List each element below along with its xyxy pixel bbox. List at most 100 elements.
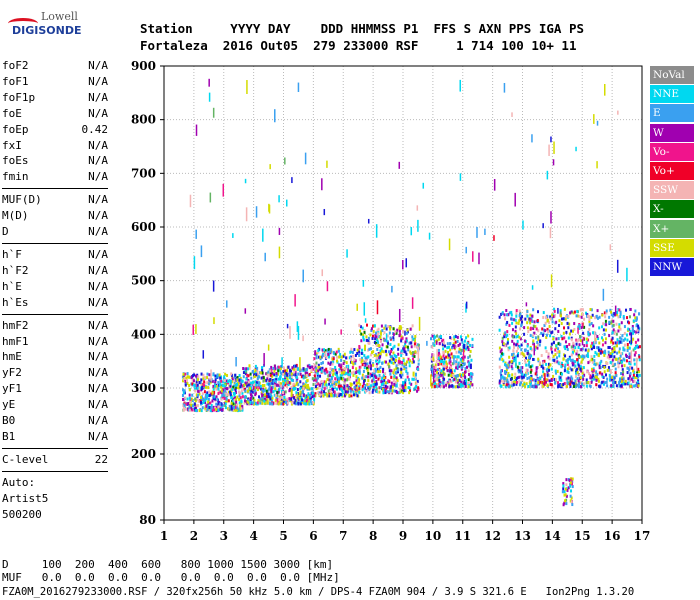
echo-point <box>526 314 529 318</box>
echo-point <box>637 382 640 386</box>
echo-point <box>326 393 329 397</box>
echo-point <box>302 383 305 387</box>
echo-point <box>371 372 374 376</box>
echo-point <box>511 367 514 371</box>
echo-point <box>238 401 241 405</box>
echo-point <box>199 381 202 385</box>
echo-point <box>620 372 623 376</box>
echo-point <box>251 401 254 405</box>
echo-point <box>570 500 573 504</box>
echo-point <box>545 333 548 337</box>
echo-point <box>461 384 464 388</box>
echo-point <box>224 372 227 376</box>
echo-point <box>298 396 301 400</box>
echo-point <box>600 325 603 329</box>
echo-point <box>235 398 238 402</box>
noise-streak <box>212 107 215 118</box>
echo-point <box>341 373 344 377</box>
echo-point <box>449 356 452 360</box>
echo-point <box>571 503 574 507</box>
echo-point <box>272 390 275 394</box>
x-tick-label: 10 <box>425 529 442 543</box>
echo-point <box>452 385 455 389</box>
echo-point <box>230 403 233 407</box>
noise-streak <box>278 246 281 259</box>
echo-point <box>637 379 640 383</box>
noise-streak <box>459 79 461 92</box>
echo-point <box>454 335 457 339</box>
echo-point <box>607 350 610 354</box>
echo-point <box>416 343 419 347</box>
echo-point <box>593 345 596 349</box>
echo-point <box>238 383 241 387</box>
echo-point <box>512 349 515 353</box>
echo-point <box>270 398 273 402</box>
echo-point <box>468 384 471 388</box>
echo-point <box>313 363 316 367</box>
echo-point <box>246 373 249 377</box>
echo-point <box>224 406 227 410</box>
echo-point <box>354 353 357 357</box>
echo-point <box>407 378 410 382</box>
echo-point <box>330 361 333 365</box>
echo-point <box>292 382 295 386</box>
echo-point <box>564 363 567 367</box>
noise-streak <box>630 332 633 345</box>
echo-point <box>628 355 631 359</box>
echo-point <box>329 362 332 366</box>
echo-point <box>518 361 521 365</box>
echo-point <box>390 361 393 365</box>
echo-point <box>211 408 214 412</box>
echo-point <box>331 383 334 387</box>
echo-point <box>307 386 310 390</box>
echo-point <box>552 315 555 319</box>
echo-point <box>214 374 217 378</box>
echo-point <box>510 365 513 369</box>
echo-point <box>564 340 567 344</box>
echo-point <box>358 323 361 327</box>
echo-point <box>629 330 632 334</box>
echo-point <box>252 387 255 391</box>
echo-point <box>277 367 280 371</box>
param-row-hf: h`F N/A <box>2 247 108 263</box>
echo-point <box>322 382 325 386</box>
echo-point <box>369 372 372 376</box>
echo-point <box>372 383 375 387</box>
echo-point <box>413 344 416 348</box>
echo-point <box>409 327 412 331</box>
echo-point <box>363 331 366 335</box>
echo-point <box>459 352 462 356</box>
echo-point <box>201 406 204 410</box>
echo-point <box>377 327 380 331</box>
echo-point <box>590 344 593 348</box>
echo-point <box>263 393 266 397</box>
echo-point <box>349 373 352 377</box>
echo-point <box>524 359 527 363</box>
echo-point <box>449 365 452 369</box>
echo-point <box>592 374 595 378</box>
echo-point <box>555 344 558 348</box>
echo-point <box>328 391 331 395</box>
echo-point <box>292 378 295 382</box>
echo-point <box>441 380 444 384</box>
echo-point <box>601 313 604 317</box>
echo-point <box>296 388 299 392</box>
echo-point <box>233 392 236 396</box>
echo-point <box>559 309 562 313</box>
echo-point <box>256 401 259 405</box>
echo-point <box>255 383 258 387</box>
echo-point <box>186 375 189 379</box>
echo-point <box>535 327 538 331</box>
echo-point <box>188 375 191 379</box>
echo-point <box>435 334 438 338</box>
echo-point <box>328 382 331 386</box>
echo-point <box>468 343 471 347</box>
echo-point <box>288 381 291 385</box>
echo-point <box>240 395 243 399</box>
echo-point <box>443 341 446 345</box>
echo-point <box>384 391 387 395</box>
echo-point <box>632 376 635 380</box>
echo-point <box>512 356 515 360</box>
echo-point <box>215 395 218 399</box>
echo-point <box>231 377 234 381</box>
